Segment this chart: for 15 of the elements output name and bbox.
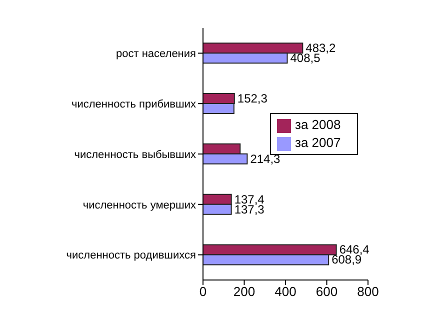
legend-label: за 2007 [295,135,341,150]
x-tick-label: 400 [274,284,296,300]
y-tick-label: численность прибивших [72,98,196,111]
data-label: 214,3 [250,152,281,166]
x-tick-label: 600 [316,284,338,300]
y-tick-label: численность родившихся [66,250,196,262]
y-tick-label: численность выбывших [74,148,196,161]
data-label: 408,5 [290,51,321,66]
data-label: 152,3 [237,92,268,106]
x-tick-label: 0 [199,284,207,300]
x-tick-label: 200 [233,284,256,300]
y-tick-label: рост населения [116,48,196,60]
x-tick-label: 800 [357,284,379,300]
legend-label: за 2008 [295,117,341,132]
y-tick-label: численность умерших [82,199,196,212]
